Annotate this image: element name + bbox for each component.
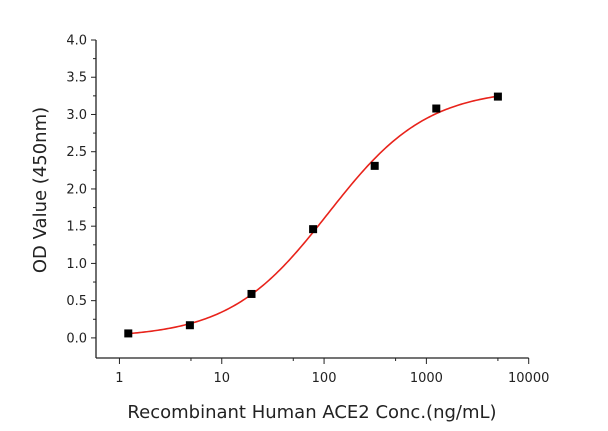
x-axis-title: Recombinant Human ACE2 Conc.(ng/mL) <box>127 402 496 423</box>
data-point <box>124 329 133 338</box>
y-axis-title: OD Value (450nm) <box>30 107 51 273</box>
y-tick-label: 0.5 <box>66 294 87 309</box>
axes <box>95 40 529 359</box>
data-point <box>185 321 194 330</box>
y-tick-label: 1.0 <box>66 257 87 272</box>
x-tick-label: 1 <box>115 371 123 386</box>
y-tick-label: 2.5 <box>66 145 87 160</box>
x-tick-label: 10000 <box>508 371 549 386</box>
y-tick-label: 0.0 <box>66 331 87 346</box>
y-tick-label: 3.5 <box>66 71 87 86</box>
y-tick-label: 4.0 <box>66 34 87 49</box>
data-point <box>493 92 502 101</box>
x-tick-label: 10 <box>213 371 230 386</box>
data-point <box>309 225 318 234</box>
ticks: 0.0 0.5 1.0 1.5 2.0 2.5 3.0 3.5 4.0 1 10 100 1000 100… <box>66 34 549 387</box>
data-points <box>124 92 502 338</box>
y-tick-label: 3.0 <box>66 108 87 123</box>
y-tick-label: 1.5 <box>66 220 87 235</box>
data-point <box>432 104 441 113</box>
x-tick-label: 1000 <box>410 371 443 386</box>
data-point <box>370 161 379 170</box>
data-point <box>247 289 256 298</box>
fit-curve <box>128 95 499 335</box>
x-tick-label: 100 <box>312 371 337 386</box>
y-tick-label: 2.0 <box>66 182 87 197</box>
